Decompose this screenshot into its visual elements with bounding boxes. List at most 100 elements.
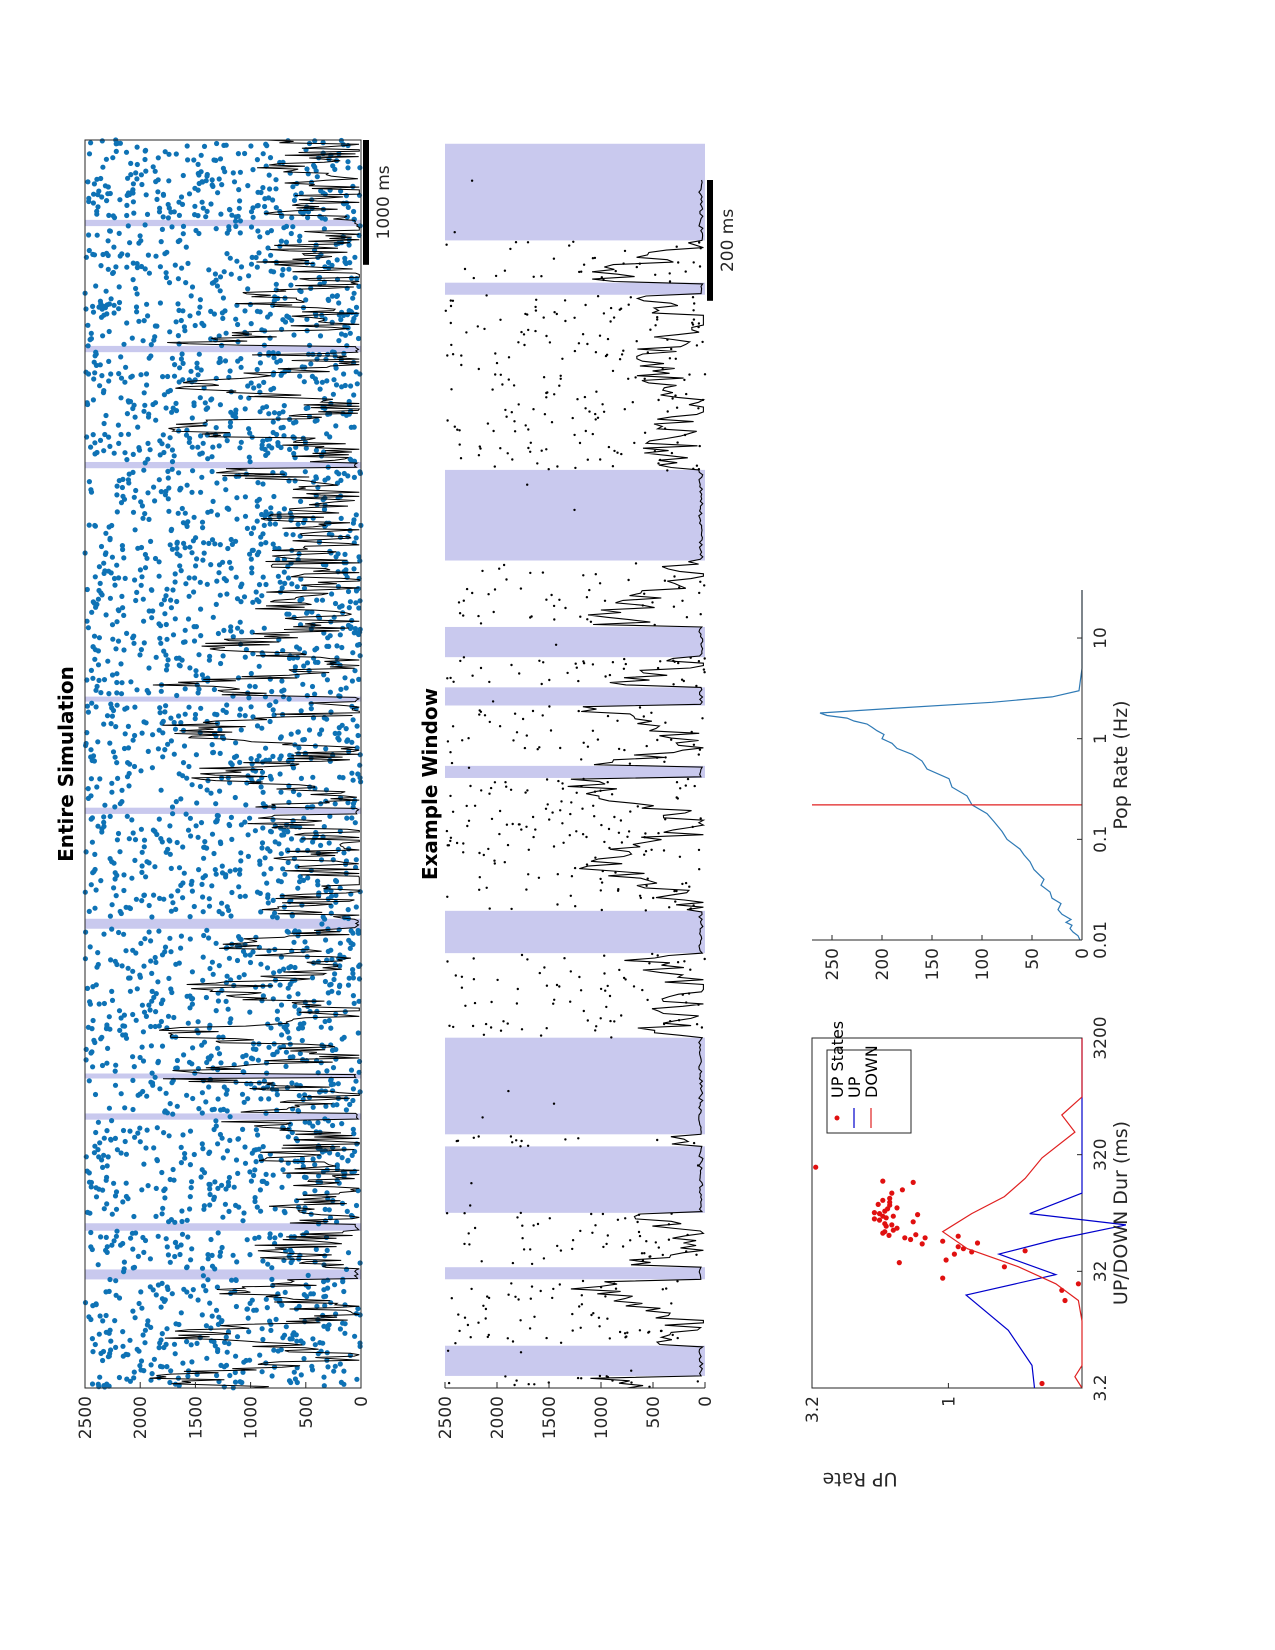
entire-spike-dot	[299, 1037, 305, 1044]
entire-spike-dot	[148, 538, 154, 544]
entire-spike-dot	[217, 359, 223, 365]
entire-spike-dot	[323, 937, 329, 943]
entire-spike-dot	[351, 216, 357, 222]
entire-spike-dot	[264, 965, 271, 971]
entire-spike-dot	[281, 569, 287, 575]
entire-spike-dot	[151, 892, 157, 898]
entire-spike-dot	[272, 1235, 278, 1241]
entire-up-band	[85, 918, 361, 929]
entire-spike-dot	[109, 713, 115, 719]
entire-spike-dot	[121, 1259, 128, 1265]
entire-spike-dot	[322, 216, 328, 222]
window-spike-dot	[548, 818, 551, 821]
entire-spike-dot	[116, 1008, 123, 1014]
entire-spike-dot	[268, 387, 274, 393]
entire-spike-dot	[142, 266, 148, 272]
entire-spike-dot	[334, 643, 340, 649]
window-spike-dot	[674, 357, 678, 360]
entire-spike-dot	[134, 161, 140, 168]
entire-spike-dot	[323, 746, 329, 752]
entire-spike-dot	[162, 1109, 168, 1115]
window-spike-dot	[524, 424, 527, 427]
entire-spike-dot	[315, 1120, 321, 1126]
entire-spike-dot	[115, 575, 122, 581]
entire-spike-dot	[259, 445, 265, 451]
entire-spike-dot	[95, 191, 101, 198]
window-spike-dot	[534, 309, 538, 312]
entire-spike-dot	[137, 1054, 143, 1061]
entire-spike-dot	[248, 320, 254, 327]
entire-spike-dot	[156, 209, 163, 215]
poprate-x-tick-label: 1	[1091, 733, 1111, 744]
window-spike-dot	[479, 622, 483, 625]
window-spike-dot	[446, 419, 449, 422]
window-spike-dot	[458, 429, 461, 432]
window-spike-dot	[527, 1383, 530, 1386]
entire-spike-dot	[265, 900, 271, 906]
up-states-point	[940, 1238, 946, 1244]
window-spike-dot	[579, 989, 583, 992]
entire-spike-dot	[227, 207, 233, 213]
entire-spike-dot	[267, 1235, 273, 1241]
entire-spike-dot	[131, 494, 137, 500]
entire-spike-dot	[170, 1166, 176, 1173]
window-spike-dot	[651, 952, 654, 956]
entire-spike-dot	[298, 576, 304, 582]
window-spike-dot	[459, 659, 462, 663]
window-spike-dot	[498, 809, 502, 813]
entire-spike-dot	[295, 1108, 301, 1114]
entire-spike-dot	[90, 431, 96, 438]
entire-spike-dot	[154, 196, 160, 202]
entire-spike-dot	[182, 510, 188, 516]
entire-spike-dot	[236, 186, 242, 193]
entire-spike-dot	[335, 583, 341, 590]
entire-spike-dot	[156, 573, 162, 579]
entire-spike-dot	[88, 1179, 94, 1186]
entire-spike-dot	[345, 737, 351, 743]
up-states-point	[922, 1235, 928, 1241]
entire-spike-dot	[194, 800, 200, 806]
entire-spike-dot	[104, 1163, 110, 1169]
entire-spike-dot	[101, 420, 107, 427]
entire-spike-dot	[163, 667, 170, 673]
entire-spike-dot	[90, 309, 97, 315]
entire-spike-dot	[166, 151, 172, 157]
entire-spike-dot	[245, 383, 251, 389]
entire-spike-dot	[162, 611, 168, 617]
entire-spike-dot	[160, 192, 167, 198]
entire-spike-dot	[109, 672, 116, 678]
entire-spike-dot	[91, 181, 97, 187]
entire-spike-dot	[111, 302, 117, 308]
legend-label-down: DOWN	[862, 1045, 881, 1098]
window-spike-dot	[563, 299, 567, 302]
entire-spike-dot	[141, 1161, 147, 1167]
entire-spike-dot	[151, 1145, 157, 1151]
entire-spike-dot	[141, 467, 147, 473]
entire-spike-dot	[141, 963, 147, 969]
up-states-point	[974, 1240, 981, 1246]
entire-spike-dot	[178, 796, 184, 802]
entire-spike-dot	[142, 222, 148, 228]
window-spike-dot	[458, 1329, 461, 1333]
window-spike-dot	[449, 676, 452, 680]
entire-spike-dot	[200, 557, 206, 563]
entire-spike-dot	[277, 968, 283, 974]
entire-spike-dot	[288, 282, 294, 288]
entire-spike-dot	[203, 1323, 210, 1329]
entire-spike-dot	[136, 1348, 142, 1354]
entire-spike-dot	[97, 776, 103, 782]
window-spike-dot	[606, 714, 610, 718]
window-spike-dot	[491, 388, 494, 391]
window-spike-dot	[450, 343, 453, 347]
entire-spike-dot	[335, 1081, 341, 1087]
entire-spike-dot	[190, 1045, 196, 1051]
entire-spike-dot	[292, 1003, 298, 1009]
entire-spike-dot	[83, 306, 89, 312]
entire-spike-dot	[114, 509, 120, 515]
entire-title: Entire Simulation	[54, 666, 78, 862]
entire-spike-dot	[329, 262, 335, 268]
entire-spike-dot	[176, 713, 182, 719]
window-spike-dot	[593, 256, 597, 260]
window-spike-dot	[536, 748, 539, 751]
window-spike-dot	[486, 1335, 489, 1339]
